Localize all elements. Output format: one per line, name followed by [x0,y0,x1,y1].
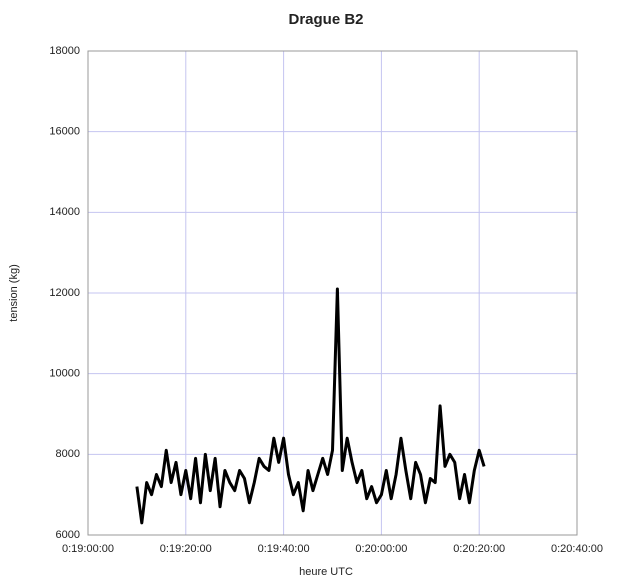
y-tick-label: 18000 [49,45,80,57]
plot-frame [87,50,578,536]
y-tick-label: 16000 [49,126,80,138]
data-line [135,287,486,525]
y-tick-label: 12000 [49,287,80,299]
chart-title: Drague B2 [288,11,363,28]
x-tick-label: 0:19:20:00 [160,543,212,555]
y-tick-label: 8000 [56,448,80,460]
x-tick-label: 0:19:00:00 [62,543,114,555]
y-tick-label: 6000 [56,529,80,541]
y-tick-label: 10000 [49,368,80,380]
x-axis-label: heure UTC [299,566,353,578]
y-axis-label: tension (kg) [8,264,20,321]
y-tick-label: 14000 [49,206,80,218]
x-tick-label: 0:20:00:00 [355,543,407,555]
x-tick-label: 0:20:20:00 [453,543,505,555]
x-tick-label: 0:20:40:00 [551,543,603,555]
x-tick-label: 0:19:40:00 [258,543,310,555]
